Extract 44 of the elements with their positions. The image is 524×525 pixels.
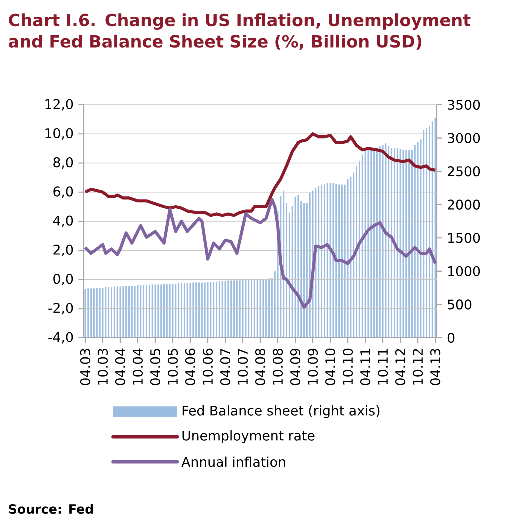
x-tick-label: 10.12 [412,349,424,385]
y2-tick-label: 3500 [448,100,480,110]
x-tick-label: 10.09 [308,348,318,385]
x-tick-label: 04.13 [430,349,441,386]
x-tick-label: 04.12 [395,349,406,386]
y2-tick-label: 3000 [448,133,480,144]
x-tick-label: 04.08 [255,348,266,386]
x-tick-label: 10.06 [202,348,214,385]
legend-label: Fed Balance sheet (right axis) [182,406,380,418]
x-tick-label: 10.03 [98,349,108,385]
x-tick-label: 10.04 [132,348,144,385]
x-tick-label: 04.09 [290,348,301,386]
x-tick-label: 10.08 [272,348,284,385]
y-tick-label: 8,0 [54,158,74,169]
y2-tick-label: 1000 [448,266,480,276]
y-tick-label: -4,0 [48,332,74,344]
y2-tick-label: 500 [448,300,472,310]
y-tick-label: 0,0 [54,274,74,286]
y-tick-label: 12,0 [46,99,74,111]
legend-label: Annual inflation [182,456,286,468]
y-tick-label: -2,0 [48,303,74,315]
y2-tick-label: 2500 [448,166,480,177]
x-tick-label: 04.05 [150,349,161,386]
y-tick-label: 10,0 [46,128,74,140]
y-tick-label: 6,0 [54,186,74,198]
x-tick-label: 10.11 [378,349,388,385]
x-tick-label: 10.10 [342,348,354,385]
y2-tick-label: 2000 [448,200,480,210]
x-tick-label: 04.07 [220,349,231,386]
chart-title: Chart I.6. Change in US Inflation, Unemployment and Fed Balance Sheet Size (%, Billion USD) [9,14,471,50]
x-tick-label: 10.05 [168,349,178,385]
y-tick-label: 2,0 [54,244,74,256]
source-note: Source: Fed [9,504,94,514]
line-series [84,198,438,309]
y2-tick-label: 1500 [448,233,480,244]
x-tick-label: 04.11 [360,349,371,386]
x-tick-label: 04.10 [325,348,336,386]
x-tick-label: 04.04 [115,348,126,386]
x-tick-label: 10.07 [238,349,248,385]
y-tick-label: 4,0 [53,216,74,228]
legend-label: Unemployment rate [182,430,315,444]
x-tick-label: 04.03 [80,349,91,386]
y2-tick-label: 0 [448,332,455,344]
x-tick-label: 04.06 [185,348,196,386]
